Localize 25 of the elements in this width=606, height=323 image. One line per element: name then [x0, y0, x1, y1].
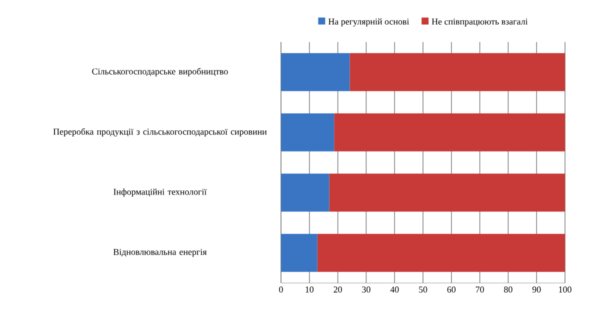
x-tick-label: 70 — [476, 286, 484, 293]
y-tick-label: Сільськогосподарське виробництво — [92, 68, 228, 76]
x-tick-label: 80 — [504, 286, 512, 293]
x-tick-label: 100 — [559, 286, 572, 293]
bar — [281, 174, 330, 212]
y-tick-label: Переробка продукції з сільськогосподарської сировини — [53, 128, 267, 137]
legend-label: На регулярній основі — [328, 18, 410, 26]
y-tick-label: Інформаційні технології — [114, 188, 207, 197]
bar — [317, 234, 566, 272]
x-tick-label: 20 — [334, 286, 342, 293]
x-tick-label: 10 — [306, 286, 314, 293]
x-tick-label: 90 — [532, 286, 541, 293]
bar — [350, 53, 566, 92]
bar — [281, 53, 350, 92]
bar — [334, 113, 566, 152]
x-tick-label: 60 — [447, 286, 456, 293]
x-tick-label: 0 — [279, 286, 283, 293]
y-tick-label: Відновлювальна енергія — [113, 248, 207, 257]
x-tick-label: 30 — [362, 286, 370, 293]
legend-label: Не співпрацюють взагалі — [432, 18, 528, 26]
bar — [281, 113, 334, 152]
bar — [329, 174, 566, 212]
x-tick-label: 50 — [419, 286, 428, 293]
x-tick-label: 40 — [390, 286, 399, 293]
bar — [281, 234, 318, 272]
